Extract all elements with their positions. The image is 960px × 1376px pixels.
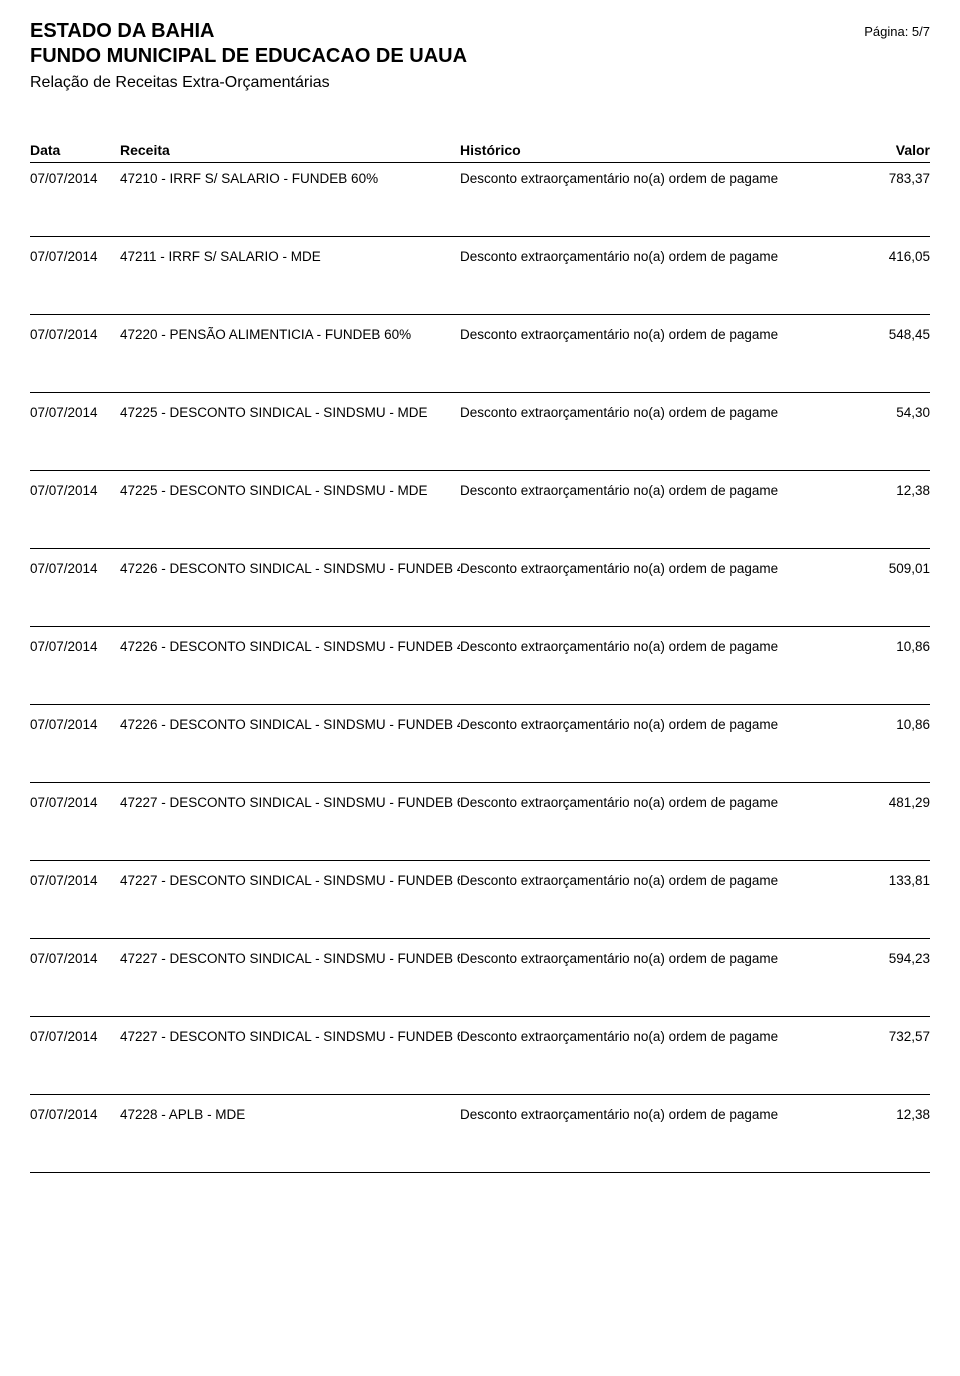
table-row: 07/07/201447210 - IRRF S/ SALARIO - FUND… [30,171,930,237]
cell-valor: 10,86 [840,717,930,732]
column-header-receita: Receita [120,142,460,158]
cell-valor: 12,38 [840,1107,930,1122]
page-number: Página: 5/7 [864,24,930,39]
table-row-inner: 07/07/201447226 - DESCONTO SINDICAL - SI… [30,561,930,576]
table-row: 07/07/201447227 - DESCONTO SINDICAL - SI… [30,951,930,1017]
table-row-inner: 07/07/201447211 - IRRF S/ SALARIO - MDED… [30,249,930,264]
table-row-inner: 07/07/201447228 - APLB - MDEDesconto ext… [30,1107,930,1122]
cell-valor: 54,30 [840,405,930,420]
cell-valor: 481,29 [840,795,930,810]
cell-historico: Desconto extraorçamentário no(a) ordem d… [460,795,840,810]
cell-receita: 47220 - PENSÃO ALIMENTICIA - FUNDEB 60% [120,327,460,342]
table-row: 07/07/201447225 - DESCONTO SINDICAL - SI… [30,405,930,471]
table-header-row: Data Receita Histórico Valor [30,142,930,163]
cell-valor: 416,05 [840,249,930,264]
cell-valor: 548,45 [840,327,930,342]
cell-historico: Desconto extraorçamentário no(a) ordem d… [460,1029,840,1044]
header-left: ESTADO DA BAHIA FUNDO MUNICIPAL DE EDUCA… [30,20,467,92]
table-row-inner: 07/07/201447227 - DESCONTO SINDICAL - SI… [30,1029,930,1044]
cell-data: 07/07/2014 [30,795,120,810]
cell-data: 07/07/2014 [30,717,120,732]
header-title-2: FUNDO MUNICIPAL DE EDUCACAO DE UAUA [30,45,467,68]
cell-receita: 47226 - DESCONTO SINDICAL - SINDSMU - FU… [120,561,460,576]
cell-historico: Desconto extraorçamentário no(a) ordem d… [460,171,840,186]
cell-receita: 47228 - APLB - MDE [120,1107,460,1122]
cell-valor: 732,57 [840,1029,930,1044]
cell-data: 07/07/2014 [30,951,120,966]
cell-valor: 133,81 [840,873,930,888]
table-row: 07/07/201447226 - DESCONTO SINDICAL - SI… [30,561,930,627]
table-row: 07/07/201447227 - DESCONTO SINDICAL - SI… [30,795,930,861]
table-row: 07/07/201447226 - DESCONTO SINDICAL - SI… [30,717,930,783]
cell-data: 07/07/2014 [30,873,120,888]
cell-data: 07/07/2014 [30,1107,120,1122]
cell-valor: 10,86 [840,639,930,654]
cell-historico: Desconto extraorçamentário no(a) ordem d… [460,639,840,654]
cell-historico: Desconto extraorçamentário no(a) ordem d… [460,951,840,966]
cell-historico: Desconto extraorçamentário no(a) ordem d… [460,873,840,888]
cell-data: 07/07/2014 [30,561,120,576]
table-row: 07/07/201447220 - PENSÃO ALIMENTICIA - F… [30,327,930,393]
cell-historico: Desconto extraorçamentário no(a) ordem d… [460,1107,840,1122]
cell-receita: 47211 - IRRF S/ SALARIO - MDE [120,249,460,264]
table-row-inner: 07/07/201447225 - DESCONTO SINDICAL - SI… [30,405,930,420]
cell-historico: Desconto extraorçamentário no(a) ordem d… [460,327,840,342]
cell-receita: 47226 - DESCONTO SINDICAL - SINDSMU - FU… [120,717,460,732]
cell-valor: 12,38 [840,483,930,498]
table-row-inner: 07/07/201447220 - PENSÃO ALIMENTICIA - F… [30,327,930,342]
table-row: 07/07/201447211 - IRRF S/ SALARIO - MDED… [30,249,930,315]
table-row: 07/07/201447227 - DESCONTO SINDICAL - SI… [30,873,930,939]
header-subtitle: Relação de Receitas Extra-Orçamentárias [30,74,467,92]
table-row-inner: 07/07/201447225 - DESCONTO SINDICAL - SI… [30,483,930,498]
cell-receita: 47227 - DESCONTO SINDICAL - SINDSMU - FU… [120,795,460,810]
table-row: 07/07/201447227 - DESCONTO SINDICAL - SI… [30,1029,930,1095]
cell-receita: 47227 - DESCONTO SINDICAL - SINDSMU - FU… [120,951,460,966]
cell-valor: 783,37 [840,171,930,186]
cell-data: 07/07/2014 [30,639,120,654]
column-header-historico: Histórico [460,142,840,158]
table-row: 07/07/201447226 - DESCONTO SINDICAL - SI… [30,639,930,705]
cell-historico: Desconto extraorçamentário no(a) ordem d… [460,717,840,732]
cell-data: 07/07/2014 [30,405,120,420]
cell-receita: 47226 - DESCONTO SINDICAL - SINDSMU - FU… [120,639,460,654]
column-header-data: Data [30,142,120,158]
cell-receita: 47225 - DESCONTO SINDICAL - SINDSMU - MD… [120,483,460,498]
cell-data: 07/07/2014 [30,1029,120,1044]
cell-historico: Desconto extraorçamentário no(a) ordem d… [460,249,840,264]
page-header: ESTADO DA BAHIA FUNDO MUNICIPAL DE EDUCA… [30,20,930,92]
cell-historico: Desconto extraorçamentário no(a) ordem d… [460,405,840,420]
cell-receita: 47210 - IRRF S/ SALARIO - FUNDEB 60% [120,171,460,186]
cell-data: 07/07/2014 [30,327,120,342]
table-row-inner: 07/07/201447227 - DESCONTO SINDICAL - SI… [30,873,930,888]
table-body: 07/07/201447210 - IRRF S/ SALARIO - FUND… [30,171,930,1173]
table-row-inner: 07/07/201447210 - IRRF S/ SALARIO - FUND… [30,171,930,186]
column-header-valor: Valor [840,142,930,158]
cell-receita: 47227 - DESCONTO SINDICAL - SINDSMU - FU… [120,873,460,888]
cell-valor: 509,01 [840,561,930,576]
table-row-inner: 07/07/201447226 - DESCONTO SINDICAL - SI… [30,717,930,732]
header-title-1: ESTADO DA BAHIA [30,20,467,43]
cell-receita: 47225 - DESCONTO SINDICAL - SINDSMU - MD… [120,405,460,420]
cell-historico: Desconto extraorçamentário no(a) ordem d… [460,561,840,576]
table-row: 07/07/201447228 - APLB - MDEDesconto ext… [30,1107,930,1173]
cell-valor: 594,23 [840,951,930,966]
table-row-inner: 07/07/201447227 - DESCONTO SINDICAL - SI… [30,795,930,810]
cell-historico: Desconto extraorçamentário no(a) ordem d… [460,483,840,498]
table-row: 07/07/201447225 - DESCONTO SINDICAL - SI… [30,483,930,549]
cell-data: 07/07/2014 [30,171,120,186]
table-row-inner: 07/07/201447226 - DESCONTO SINDICAL - SI… [30,639,930,654]
table-row-inner: 07/07/201447227 - DESCONTO SINDICAL - SI… [30,951,930,966]
cell-data: 07/07/2014 [30,483,120,498]
cell-receita: 47227 - DESCONTO SINDICAL - SINDSMU - FU… [120,1029,460,1044]
cell-data: 07/07/2014 [30,249,120,264]
